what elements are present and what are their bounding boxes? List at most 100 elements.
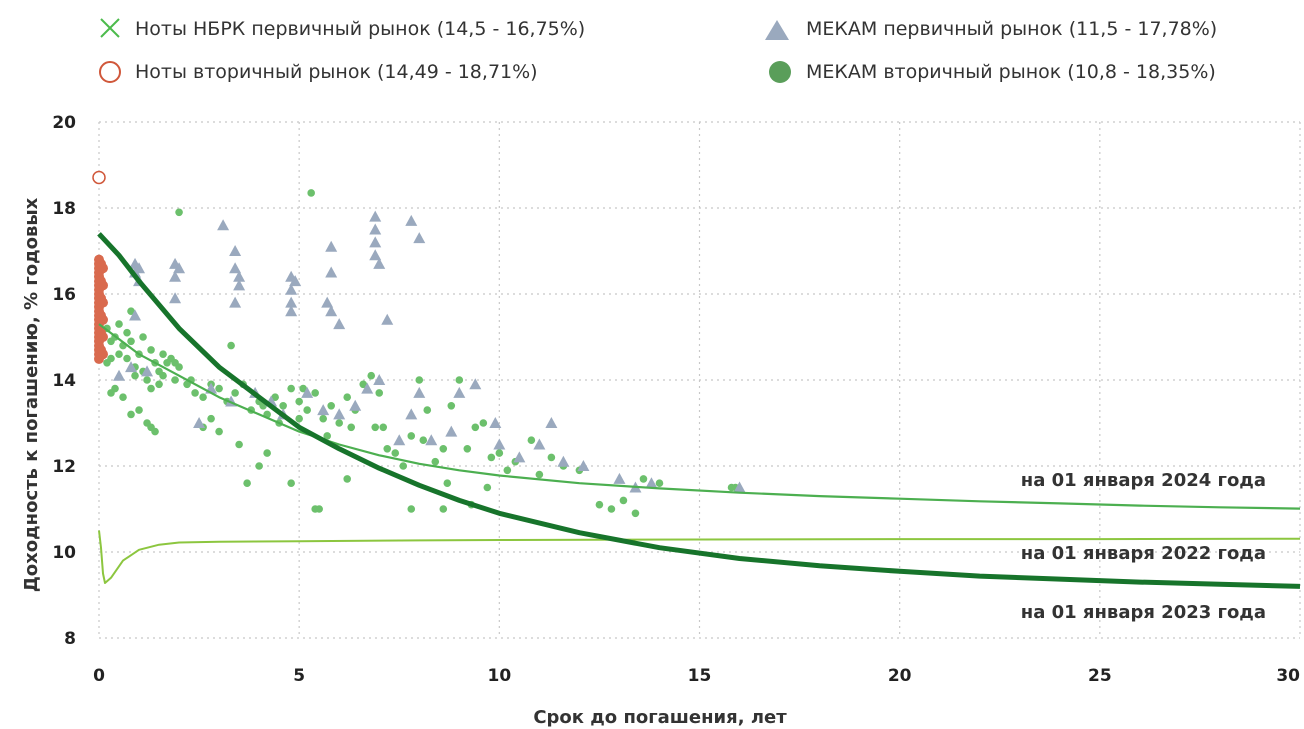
mekam-secondary-point (431, 457, 440, 466)
mekam-secondary-point (311, 505, 319, 513)
mekam-secondary-point (127, 307, 135, 316)
notes-secondary-point (98, 263, 109, 274)
mekam-secondary-point (127, 337, 135, 346)
mekam-primary-point (557, 455, 570, 467)
mekam-secondary-point (243, 479, 251, 488)
mekam-primary-point (577, 460, 590, 471)
mekam-secondary-point (323, 432, 331, 440)
mekam-secondary-point (319, 414, 327, 423)
mekam-primary-point (133, 262, 146, 274)
x-tick-label: 5 (293, 666, 305, 686)
mekam-primary-point (533, 438, 546, 450)
mekam-secondary-point (171, 359, 179, 367)
mekam-secondary-point (215, 384, 223, 393)
mekam-secondary-point (619, 496, 628, 505)
y-tick-label: 18 (52, 199, 76, 219)
legend-item-mekam-secondary[interactable]: МЕКАМ вторичный рынок (10,8 - 18,35%) (769, 61, 1216, 83)
mekam-secondary-point (215, 427, 223, 436)
mekam-secondary-point (303, 406, 311, 414)
mekam-primary-point (645, 477, 658, 489)
mekam-primary-point (233, 270, 246, 282)
mekam-primary-point (425, 434, 438, 446)
mekam-primary-point (289, 275, 302, 287)
mekam-primary-point (233, 279, 246, 291)
mekam-secondary-point (175, 208, 183, 217)
legend-label-notes-secondary: Ноты вторичный рынок (14,49 - 18,71%) (135, 61, 538, 83)
mekam-secondary-point (231, 389, 239, 397)
notes-secondary-point (98, 297, 109, 308)
mekam-primary-point (193, 417, 206, 428)
mekam-secondary-point (123, 354, 131, 363)
mekam-secondary-point (159, 350, 167, 359)
mekam-secondary-point (595, 500, 604, 509)
legend-label-mekam-secondary: МЕКАМ вторичный рынок (10,8 - 18,35%) (806, 61, 1216, 83)
circle-open-marker-icon (99, 61, 121, 83)
x-tick-label: 30 (1276, 666, 1300, 686)
curve-2022-line (98, 530, 1301, 584)
mekam-primary-point (333, 318, 346, 330)
legend-item-mekam-primary[interactable]: МЕКАМ первичный рынок (11,5 - 17,78%) (765, 18, 1217, 40)
circle-filled-marker-icon (769, 61, 791, 83)
mekam-secondary-point (127, 410, 135, 419)
mekam-secondary-point (207, 414, 215, 423)
mekam-primary-point (285, 296, 298, 308)
mekam-secondary-point (271, 393, 279, 402)
curve-label-2024: на 01 января 2024 года (1021, 470, 1266, 491)
mekam-secondary-point (155, 380, 163, 389)
y-tick-label: 10 (52, 543, 76, 563)
mekam-secondary-point (191, 389, 199, 397)
mekam-secondary-point (471, 423, 480, 432)
yield-curves (97, 232, 1301, 589)
mekam-secondary-point (343, 475, 352, 483)
mekam-primary-point (325, 266, 338, 278)
x-tick-label: 10 (487, 666, 511, 686)
mekam-secondary-point (503, 466, 512, 475)
curve-label-2023: на 01 января 2023 года (1021, 602, 1266, 623)
y-tick-label: 14 (52, 371, 76, 391)
mekam-primary-point (489, 417, 502, 428)
mekam-primary-point (405, 408, 418, 420)
mekam-primary-point (493, 438, 506, 450)
mekam-primary-point (453, 386, 466, 398)
y-axis-title: Доходность к погашению, % годовых (21, 197, 42, 592)
mekam-secondary-point (359, 380, 368, 389)
x-axis-ticks: 0 5 10 15 20 25 30 (93, 666, 1300, 686)
scatter-points (92, 170, 746, 518)
mekam-secondary-point (255, 462, 263, 470)
mekam-secondary-point (131, 371, 139, 380)
mekam-secondary-point (639, 475, 648, 483)
mekam-primary-point (217, 219, 230, 231)
mekam-secondary-point (487, 453, 496, 462)
mekam-secondary-point (535, 470, 544, 479)
mekam-primary-point (125, 361, 138, 373)
mekam-secondary-point (371, 423, 380, 432)
mekam-secondary-point (139, 333, 147, 341)
mekam-secondary-point (107, 389, 115, 397)
mekam-secondary-point (423, 406, 432, 414)
mekam-secondary-point (107, 354, 115, 363)
mekam-primary-point (349, 399, 362, 411)
mekam-secondary-point (335, 419, 344, 427)
mekam-secondary-point (295, 397, 303, 406)
curve-2023-line (97, 232, 1301, 589)
mekam-secondary-point (631, 509, 640, 518)
mekam-primary-point (325, 305, 338, 317)
y-tick-label: 8 (64, 629, 76, 649)
mekam-secondary-point (407, 505, 416, 513)
mekam-secondary-point (147, 346, 155, 354)
mekam-primary-point (445, 425, 458, 437)
mekam-secondary-point (479, 419, 488, 427)
x-tick-label: 0 (93, 666, 105, 686)
mekam-primary-point (129, 309, 142, 321)
mekam-secondary-point (463, 445, 472, 453)
mekam-secondary-point (607, 505, 616, 513)
notes-secondary-point (98, 280, 109, 291)
legend-item-nbrk-primary[interactable]: Ноты НБРК первичный рынок (14,5 - 16,75%… (100, 18, 585, 40)
mekam-primary-point (321, 296, 334, 308)
mekam-primary-point (229, 245, 242, 256)
mekam-primary-point (141, 365, 154, 377)
mekam-secondary-point (147, 384, 155, 393)
legend-item-notes-secondary[interactable]: Ноты вторичный рынок (14,49 - 18,71%) (99, 61, 538, 83)
mekam-secondary-point (151, 427, 159, 436)
mekam-primary-point (373, 257, 386, 269)
